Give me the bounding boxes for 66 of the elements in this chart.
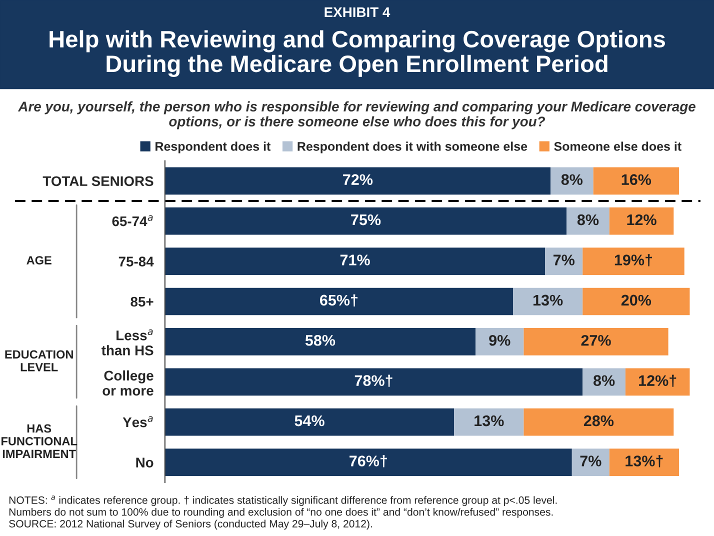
data-label: 78%† <box>354 374 392 387</box>
data-label: 16% <box>622 174 652 185</box>
bar <box>582 288 690 316</box>
data-label: 54% <box>294 415 324 426</box>
y-tick-label: 65-74$^{a}$ <box>112 215 153 226</box>
data-label: 9% <box>489 334 510 346</box>
bar <box>582 368 626 396</box>
data-label: 27% <box>581 334 611 346</box>
bar <box>454 408 524 436</box>
data-label: 13%† <box>626 455 663 468</box>
bar <box>550 167 594 195</box>
y-tick-label: College or more <box>102 370 154 396</box>
text: NOTES: $^{a}$ indicates reference group. † indicates statistically significant difference from reference group at p<.05 level. Numbers do not sum to 100% due to rounding and exclusion of “no one does it” and “don’t know/refused” responses. SOURCE: 2012 National Survey of Seniors (conducted May 29–July 8, 2012). <box>9 496 557 530</box>
data-label: 13% <box>533 294 563 306</box>
bar <box>164 328 476 356</box>
data-label: 7% <box>580 456 602 466</box>
bar <box>164 448 572 476</box>
text: EDUCATION LEVEL <box>5 350 73 372</box>
bar <box>625 368 690 396</box>
data-label: 12%† <box>639 374 676 387</box>
data-label: 8% <box>561 174 583 185</box>
bar <box>545 248 583 275</box>
data-label: 19%† <box>614 254 652 266</box>
bar <box>609 448 680 476</box>
bar <box>164 288 514 316</box>
y-tick-label: 75-84 <box>118 256 154 266</box>
chart-subtitle: Are you, yourself, the person who is responsible for reviewing and comparing your Medicare coverage options, or is there someone else who does this for you? <box>18 101 696 130</box>
bar <box>164 167 550 195</box>
bar <box>524 408 674 436</box>
data-label: 28% <box>584 415 614 426</box>
bar <box>164 248 546 275</box>
y-tick-label: TOTAL SENIORS <box>42 176 154 186</box>
data-label: 58% <box>305 334 336 346</box>
data-label: 8% <box>577 214 599 226</box>
data-label: 65%† <box>320 294 358 306</box>
legend-label: Someone else does it <box>554 142 682 151</box>
y-tick-label: Less$^{a}$ than HS <box>102 329 154 356</box>
bar <box>609 207 674 235</box>
y-tick-label: No <box>136 458 154 468</box>
bar <box>476 328 524 356</box>
text: HAS FUNCTIONAL IMPAIRMENT <box>2 424 78 458</box>
data-label: 8% <box>593 375 615 386</box>
data-label: 12% <box>627 214 656 226</box>
bar <box>164 368 583 396</box>
legend-label: Respondent does it with someone else <box>298 142 528 154</box>
data-label: 75% <box>351 214 381 226</box>
bar <box>572 448 610 476</box>
data-label: 7% <box>553 254 575 266</box>
legend-label: Respondent does it <box>156 142 271 154</box>
bar <box>513 288 583 316</box>
data-label: 76%† <box>350 455 387 468</box>
data-label: 71% <box>340 254 370 266</box>
bar <box>582 248 684 275</box>
text: EXHIBIT 4 <box>324 7 390 17</box>
data-label: 20% <box>621 294 652 306</box>
bar <box>164 408 454 436</box>
y-tick-label: Yes$^{a}$ <box>122 416 153 428</box>
bar <box>524 328 668 356</box>
text: AGE <box>26 256 52 264</box>
chart-title: Help with Reviewing and Comparing Coverage Options During the Medicare Open Enrollment Period <box>50 30 665 77</box>
bar <box>593 167 680 195</box>
data-label: 72% <box>343 174 373 185</box>
bar <box>164 207 567 235</box>
bar <box>566 207 610 235</box>
y-tick-label: 85+ <box>130 296 154 307</box>
data-label: 13% <box>474 415 504 426</box>
